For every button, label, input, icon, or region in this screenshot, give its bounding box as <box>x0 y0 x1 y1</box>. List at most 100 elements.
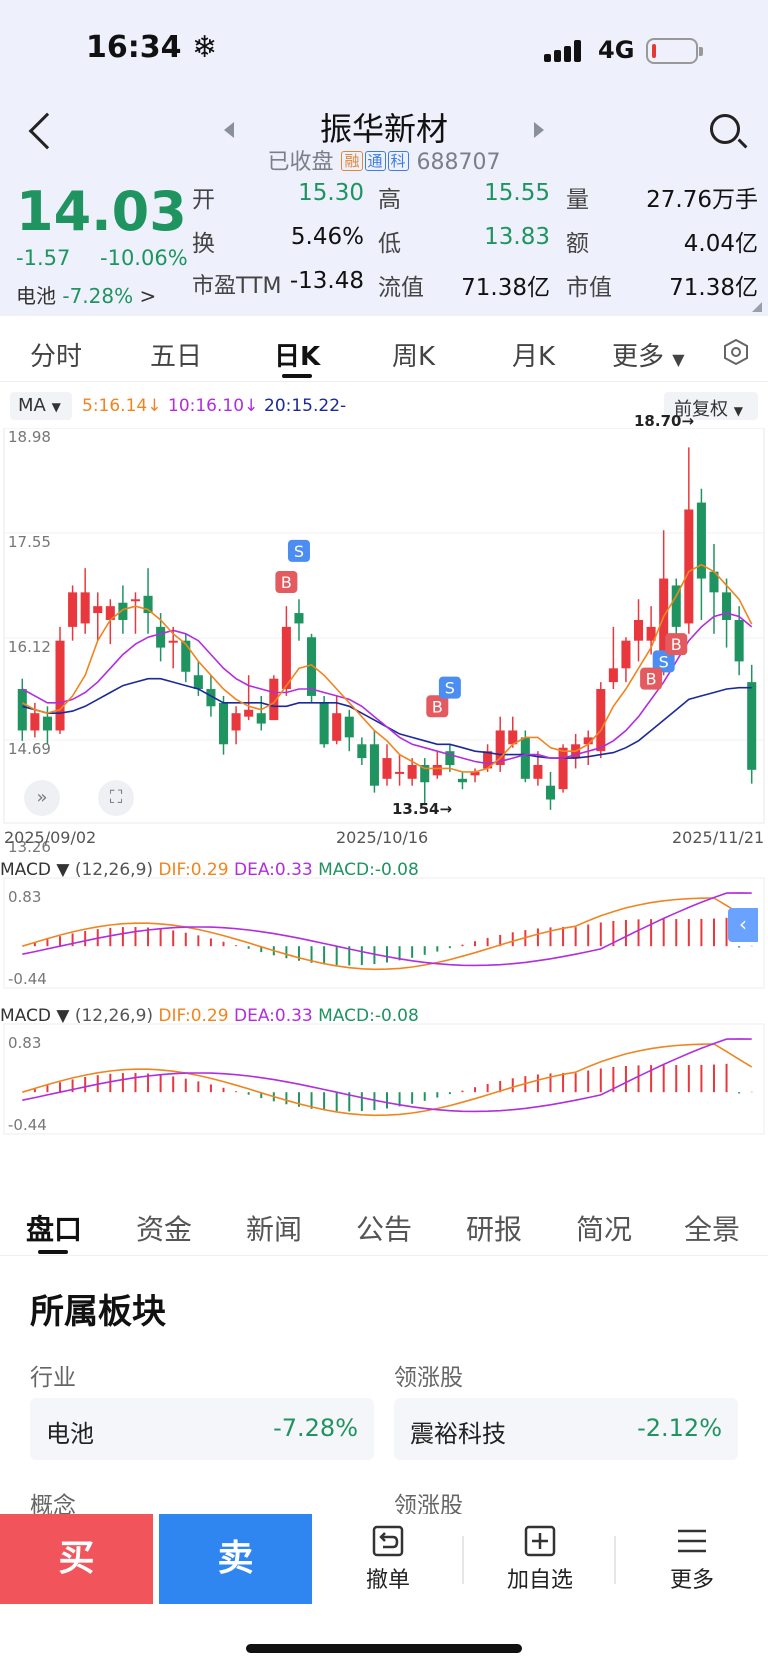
macd1-selector[interactable]: MACD ▼ <box>0 860 70 880</box>
turnover-value: 5.46% <box>290 224 364 250</box>
y-label-3: 16.12 <box>8 638 51 656</box>
settings-hex-icon[interactable] <box>722 338 750 366</box>
low-annotation: 13.54→ <box>392 800 453 818</box>
tab-overview[interactable]: 全景 <box>684 1213 741 1246</box>
prev-stock-icon[interactable] <box>224 122 234 138</box>
candle-body <box>256 713 266 724</box>
candle-body <box>583 737 593 745</box>
tab-weekly-k[interactable]: 周K <box>392 342 436 372</box>
industry-card[interactable]: 电池 -7.28% <box>30 1398 374 1460</box>
candle-body <box>130 599 141 602</box>
price-change-pct: -10.06% <box>100 246 188 270</box>
chart-frame <box>3 428 765 824</box>
x-label-mid: 2025/10/16 <box>336 828 429 847</box>
ma20-value: 20:15.22- <box>264 396 347 416</box>
buy-button[interactable]: 买 <box>0 1514 153 1604</box>
x-label-start: 2025/09/02 <box>4 828 97 847</box>
candle-body <box>747 682 757 770</box>
macd2-frame <box>3 1023 765 1135</box>
candle-body <box>445 751 455 765</box>
expand-corner-icon[interactable] <box>752 302 762 312</box>
info-tab-underline <box>38 1250 68 1254</box>
fullscreen-icon[interactable]: ⛶ <box>98 780 134 816</box>
pe-label: 市盈TTM <box>192 274 282 299</box>
candle-body <box>420 764 430 783</box>
candle-body <box>68 592 78 627</box>
leader-pct: -2.12% <box>637 1414 722 1442</box>
macd2-min: -0.44 <box>8 1116 47 1134</box>
candle-body <box>520 737 530 779</box>
float-cap-label: 流值 <box>378 275 424 301</box>
ma10-value: 10:16.10↓ <box>168 396 259 416</box>
candle-body <box>633 619 644 641</box>
tab-research[interactable]: 研报 <box>466 1213 523 1246</box>
candle-body <box>156 626 166 648</box>
info-tabs: 盘口 资金 新闻 公告 研报 简况 全景 <box>0 1190 768 1256</box>
collapse-panel-icon[interactable]: ‹ <box>728 908 758 942</box>
candle-body <box>457 778 467 783</box>
bottom-action-bar: 买 卖 撤单 加自选 更多 <box>0 1514 768 1665</box>
signal-badge <box>665 633 688 656</box>
signal-badge <box>652 650 675 673</box>
ma5-value: 5:16.14↓ <box>82 396 162 416</box>
fast-forward-icon[interactable]: » <box>24 780 60 816</box>
tab-funds[interactable]: 资金 <box>136 1213 193 1246</box>
ma-indicator-bar: MA ▼ 5:16.14↓ 10:16.10↓ 20:15.22- 前复权 ▼ <box>0 390 768 424</box>
tab-intraday[interactable]: 分时 <box>30 342 83 372</box>
home-indicator <box>246 1644 522 1653</box>
cancel-order-button[interactable]: 撤单 <box>328 1524 448 1594</box>
candle-body <box>432 764 442 776</box>
y-label-max: 18.98 <box>8 428 51 446</box>
candle-body <box>608 668 618 683</box>
candle-body <box>218 702 229 745</box>
signal-label: S <box>659 652 669 671</box>
candle-body <box>357 744 367 759</box>
macd2-selector[interactable]: MACD ▼ <box>0 1006 70 1026</box>
high-label: 高 <box>378 187 401 213</box>
signal-badge <box>275 570 298 593</box>
macd1-dea-line <box>22 892 752 967</box>
signal-badge <box>287 539 310 562</box>
undo-icon <box>372 1525 404 1557</box>
candle-body <box>734 619 744 662</box>
tab-announcements[interactable]: 公告 <box>356 1213 413 1246</box>
tab-news[interactable]: 新闻 <box>246 1213 303 1246</box>
tab-five-day[interactable]: 五日 <box>150 342 203 372</box>
candle-body <box>118 602 128 620</box>
candle-body <box>659 578 669 662</box>
market-state: 已收盘 <box>267 150 334 175</box>
leader-name: 震裕科技 <box>410 1420 506 1448</box>
sell-button[interactable]: 卖 <box>159 1514 312 1604</box>
leader-card[interactable]: 震裕科技 -2.12% <box>394 1398 738 1460</box>
tab-more[interactable]: 更多 ▼ <box>612 342 685 372</box>
ma-selector[interactable]: MA ▼ <box>10 392 72 420</box>
add-watchlist-button[interactable]: 加自选 <box>480 1524 600 1594</box>
candle-body <box>407 764 417 779</box>
macd1-min: -0.44 <box>8 970 47 988</box>
section-title: 所属板块 <box>30 1292 166 1332</box>
tab-monthly-k[interactable]: 月K <box>512 342 556 372</box>
divider <box>462 1536 464 1584</box>
candle-body <box>344 716 354 738</box>
candle-body <box>30 713 40 731</box>
signal-icon <box>544 40 584 62</box>
plus-square-icon <box>524 1525 556 1557</box>
y-label-min: 13.26 <box>8 838 51 856</box>
search-icon[interactable] <box>710 114 740 144</box>
candle-body <box>382 758 392 779</box>
candle-body <box>294 613 304 624</box>
stock-header: 振华新材 已收盘 融通科 688707 <box>0 100 768 176</box>
tab-daily-k[interactable]: 日K <box>274 342 321 372</box>
candle-body <box>709 571 719 593</box>
tab-profile[interactable]: 简况 <box>576 1213 633 1246</box>
open-value: 15.30 <box>298 180 364 206</box>
tab-orderbook[interactable]: 盘口 <box>26 1213 83 1246</box>
signal-label: S <box>445 679 455 698</box>
adjust-selector[interactable]: 前复权 ▼ <box>664 392 758 420</box>
sector-link[interactable]: 电池 -7.28% > <box>16 284 157 308</box>
next-stock-icon[interactable] <box>534 122 544 138</box>
more-button[interactable]: 更多 <box>632 1524 752 1594</box>
candle-body <box>621 640 631 669</box>
